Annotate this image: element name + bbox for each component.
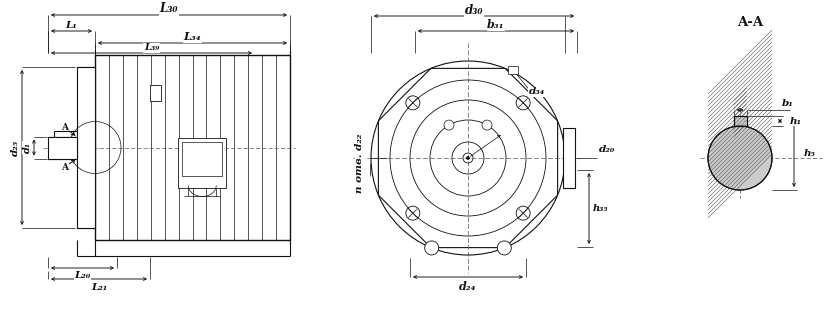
Text: n отв. d₂₂: n отв. d₂₂ [355, 133, 364, 193]
Text: L₃₀: L₃₀ [159, 3, 178, 16]
Text: b₁: b₁ [782, 99, 794, 109]
Text: L₁: L₁ [65, 20, 78, 29]
Bar [95, 55, 290, 240]
Text: d₂₀: d₂₀ [599, 145, 615, 154]
Text: h₁: h₁ [790, 117, 802, 126]
Circle shape [482, 120, 492, 130]
Bar [150, 85, 160, 101]
Text: d₂₄: d₂₄ [459, 280, 477, 291]
Text: A-A: A-A [737, 16, 763, 28]
Bar [733, 116, 747, 126]
Bar [77, 67, 95, 228]
Text: d₁: d₁ [22, 142, 31, 153]
Text: d₃₀: d₃₀ [465, 4, 483, 16]
Polygon shape [708, 126, 772, 190]
Text: L₃₉: L₃₉ [144, 44, 159, 53]
Text: A: A [61, 123, 69, 132]
Text: b₃₁: b₃₁ [487, 19, 505, 30]
Bar [563, 128, 575, 188]
Bar [178, 138, 226, 187]
Text: d₂₅: d₂₅ [11, 140, 20, 156]
Circle shape [467, 157, 469, 160]
Text: d₃₄: d₃₄ [529, 87, 545, 96]
Circle shape [425, 241, 439, 255]
Circle shape [444, 120, 454, 130]
Circle shape [497, 241, 511, 255]
Text: h₃₅: h₃₅ [592, 204, 608, 213]
Bar [508, 66, 518, 74]
Bar [733, 116, 747, 126]
Bar [48, 137, 77, 159]
Text: L₃₄: L₃₄ [183, 32, 202, 43]
Text: L₂₀: L₂₀ [74, 272, 91, 280]
Text: h₅: h₅ [804, 149, 816, 158]
Text: L₂₁: L₂₁ [91, 283, 107, 291]
Text: A: A [61, 163, 69, 172]
Bar [183, 141, 222, 175]
